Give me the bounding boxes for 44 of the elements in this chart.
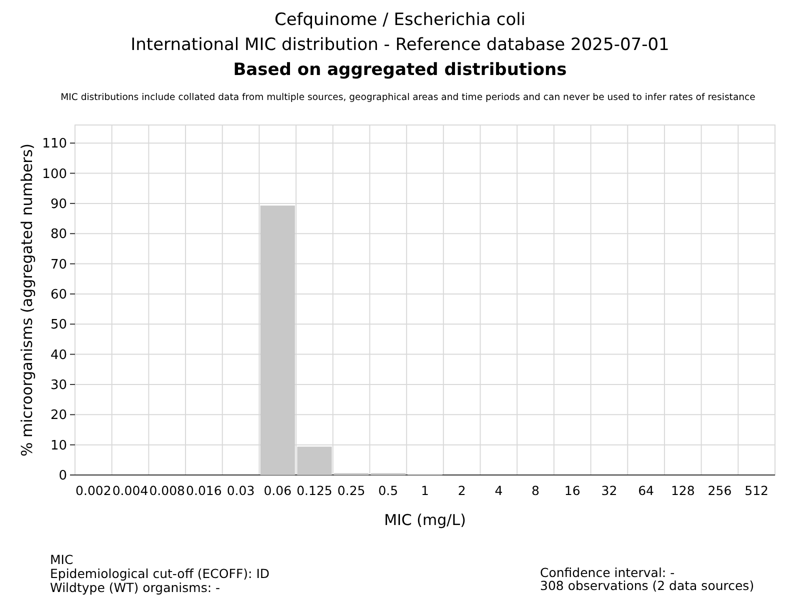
x-tick-label: 64 [638, 483, 654, 498]
x-axis-title: MIC (mg/L) [384, 511, 466, 529]
y-tick-label: 0 [58, 468, 67, 484]
chart-title: Cefquinome / Escherichia coli [274, 10, 526, 30]
x-tick-label: 1 [421, 483, 429, 498]
text: MIC distributions include collated data from multiple sources, geographical areas and time periods and can never be used to infer rates of resistance [60, 92, 756, 103]
x-tick-label: 0.5 [378, 483, 398, 498]
text: Confidence interval: - [540, 565, 675, 580]
x-tick-label: 0.008 [149, 483, 186, 498]
text: Based on aggregated distributions [233, 60, 567, 80]
y-tick-label: 80 [50, 227, 67, 242]
y-tick-label: 110 [42, 136, 67, 152]
y-axis-title: % microorganisms (aggregated numbers) [18, 143, 36, 457]
x-tick-label: 2 [458, 483, 466, 498]
x-tick-label: 0.002 [76, 483, 112, 498]
y-tick-label: 70 [50, 257, 67, 272]
x-tick-label: 0.06 [264, 483, 292, 498]
x-tick-label: 0.03 [226, 483, 255, 498]
text: 308 observations (2 data sources) [540, 578, 754, 593]
bar [260, 206, 295, 475]
x-tick-label: 128 [670, 483, 695, 498]
x-tick-label: 4 [494, 483, 503, 498]
text: MIC [50, 552, 74, 567]
y-tick-label: 50 [50, 318, 67, 333]
x-tick-label: 0.125 [296, 483, 332, 498]
x-tick-label: 0.25 [337, 483, 366, 498]
x-tick-label: 32 [601, 483, 618, 498]
y-tick-label: 10 [50, 438, 67, 454]
y-tick-label: 60 [50, 288, 67, 303]
y-tick-label: 20 [50, 408, 67, 424]
text: Wildtype (WT) organisms: - [50, 580, 220, 595]
x-tick-label: 0.004 [112, 483, 148, 498]
chart-subtitle: International MIC distribution - Reference database 2025-07-01 [130, 35, 670, 55]
x-tick-label: 0.016 [186, 483, 222, 498]
x-tick-label: 8 [532, 483, 540, 498]
y-tick-label: 100 [42, 166, 67, 182]
x-tick-label: 512 [744, 483, 769, 498]
bar [297, 446, 332, 475]
x-tick-label: 16 [564, 483, 580, 498]
x-tick-label: 256 [708, 483, 732, 498]
y-tick-label: 90 [50, 197, 67, 212]
text: Epidemiological cut-off (ECOFF): ID [50, 566, 270, 581]
y-tick-label: 40 [50, 348, 67, 363]
y-tick-label: 30 [50, 378, 67, 394]
